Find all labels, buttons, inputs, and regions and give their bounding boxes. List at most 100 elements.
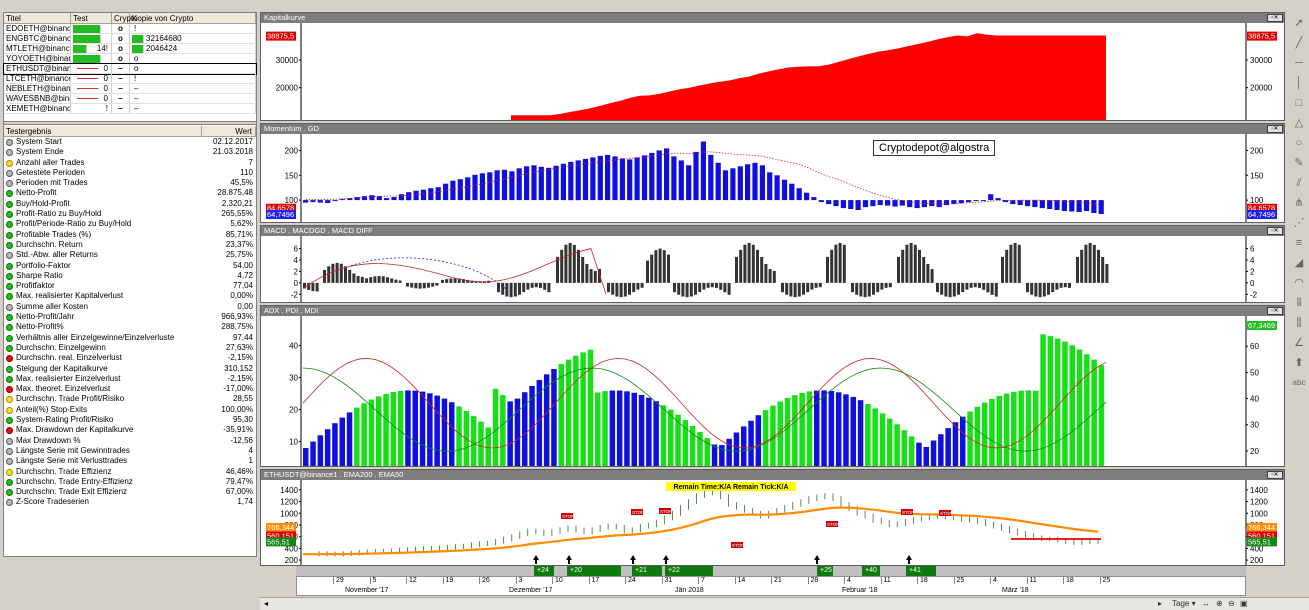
trade-segment[interactable]: +24	[534, 566, 554, 576]
pen-icon[interactable]: ✎	[1294, 157, 1304, 169]
result-row[interactable]: Max. Drawdown der Kapitalkurve -35,91%	[4, 425, 256, 435]
pane-macd[interactable]: MACD . MACDGD . MACD DIFF ▫✕ 6 4 2 0 -2 6 4 2 0 -2	[260, 225, 1285, 303]
trade-segment[interactable]: +22	[665, 566, 713, 576]
col-test[interactable]: Test	[71, 13, 112, 23]
result-row[interactable]: Std.-Abw. aller Returns 25,75%	[4, 250, 256, 260]
chart-icon[interactable]: ▣	[1240, 599, 1248, 608]
trade-segment[interactable]: +41	[906, 566, 936, 576]
symbol-row[interactable]: YOYOETH@binance oo	[4, 54, 256, 64]
fan-icon[interactable]: ⋰	[1293, 217, 1305, 229]
pane-equity[interactable]: Kapitalkurve ▫✕ 30000 20000 30000 20000 38875…	[260, 12, 1285, 121]
symbol-row[interactable]: ENGBTC@binance1 o 32164680	[4, 34, 256, 44]
trade-segment[interactable]: +25	[817, 566, 833, 576]
symbol-row[interactable]: WAVESBNB@binanc0––	[4, 94, 256, 104]
result-row[interactable]: Max Drawdown % -12,56	[4, 436, 256, 446]
result-row[interactable]: Längste Serie mit Verlusttrades 1	[4, 456, 256, 466]
result-row[interactable]: Netto-Profit 28.875,48	[4, 188, 256, 198]
pane-adx[interactable]: ADX . PDI . MDI ▫✕ 40 30 20 10 60 50 40 30 20 67,3…	[260, 305, 1285, 467]
result-row[interactable]: Summe aller Kosten 0,00	[4, 302, 256, 312]
col-crypto[interactable]: Crypto	[114, 13, 138, 23]
symbol-name[interactable]: EDOETH@binance1	[6, 24, 71, 33]
trendline-icon[interactable]: ╱	[1295, 37, 1303, 49]
panel-splitter[interactable]	[4, 121, 256, 125]
vertical-line-icon[interactable]: │	[1295, 77, 1303, 89]
result-row[interactable]: Buy/Hold-Profit 2.320,21	[4, 199, 256, 209]
result-row[interactable]: System-Rating Profit/Risiko 95,30	[4, 415, 256, 425]
symbol-name[interactable]: ETHUSDT@binance	[6, 64, 71, 73]
trade-segment[interactable]: +21	[632, 566, 662, 576]
result-row[interactable]: Durchschn. Trade Entry-Effizienz 79,47%	[4, 477, 256, 487]
result-row[interactable]: Max. theoret. Einzelverlust -17,00%	[4, 384, 256, 394]
symbol-name[interactable]: LTCETH@binance1	[6, 74, 71, 83]
result-row[interactable]: Netto-Profit% 288,75%	[4, 322, 256, 332]
result-row[interactable]: Max. realisierter Einzelverlust -2,15%	[4, 374, 256, 384]
result-row[interactable]: Profit-Ratio zu Buy/Hold 265,55%	[4, 209, 256, 219]
horizontal-line-icon[interactable]: ─	[1295, 57, 1303, 69]
result-row[interactable]: System Ende 21.03.2018	[4, 147, 256, 157]
result-row[interactable]: Netto-Profit/Jahr 966,93%	[4, 312, 256, 322]
result-row[interactable]: Sharpe Ratio 4,72	[4, 271, 256, 281]
result-row[interactable]: Anteil(%) Stop-Exits 100,00%	[4, 405, 256, 415]
cursor-icon[interactable]: ➚	[1294, 17, 1304, 29]
trade-segment[interactable]: +20	[567, 566, 621, 576]
result-row[interactable]: Durchschn. Einzelgewinn 27,63%	[4, 343, 256, 353]
result-row[interactable]: Durchschn. Trade Exit Effizienz 67,00%	[4, 487, 256, 497]
col-title[interactable]: Titel	[4, 13, 71, 23]
result-row[interactable]: Z-Score Tradeserien 1,74	[4, 497, 256, 507]
triangle-icon[interactable]: △	[1294, 117, 1304, 129]
symbol-name[interactable]: NEBLETH@binance	[6, 84, 71, 93]
col-kopie[interactable]: Kopie von Crypto	[130, 13, 256, 23]
col-testergebnis[interactable]: Testergebnis	[4, 126, 202, 136]
text-tool-icon[interactable]: abc	[1292, 378, 1306, 387]
channel-icon[interactable]: ⫽	[1296, 177, 1302, 189]
symbol-row[interactable]: MTLETH@binance1 14! o 2046424	[4, 44, 256, 54]
result-row[interactable]: Profitfaktor 77,04	[4, 281, 256, 291]
symbol-row[interactable]: ETHUSDT@binance 0–o	[3, 63, 257, 75]
symbol-row[interactable]: LTCETH@binance1 0–!	[4, 74, 256, 84]
gann-icon[interactable]: ◢	[1294, 257, 1304, 269]
result-row[interactable]: System Start 02.12.2017	[4, 137, 256, 147]
pane-close-button[interactable]: ▫✕	[1267, 125, 1283, 133]
result-row[interactable]: Durchschn. Trade Profit/Risiko 28,55	[4, 394, 256, 404]
pane-price[interactable]: ETHUSDT@binance1 . EMA200 . EMA50 ▫✕ Rema…	[260, 469, 1285, 566]
tage-dropdown[interactable]: Tage ▾	[1172, 599, 1196, 608]
result-row[interactable]: Getestete Perioden 110	[4, 168, 256, 178]
zoom-out-icon[interactable]: ⊖	[1228, 599, 1235, 608]
arrow-up-icon[interactable]: ⬆	[1294, 357, 1304, 369]
result-row[interactable]: Perioden mit Trades 45,5%	[4, 178, 256, 188]
result-row[interactable]: Profitable Trades (%) 85,71%	[4, 230, 256, 240]
result-row[interactable]: Durchschn. real. Einzelverlust -2,15%	[4, 353, 256, 363]
symbol-row[interactable]: XEMETH@binance1!––	[4, 104, 256, 114]
trade-segment[interactable]: +40	[862, 566, 880, 576]
pane-close-button[interactable]: ▫✕	[1267, 307, 1283, 315]
result-row[interactable]: Portfolio-Faktor 54,00	[4, 261, 256, 271]
circle-icon[interactable]: ○	[1295, 137, 1303, 149]
result-row[interactable]: Steigung der Kapitalkurve 310,152	[4, 364, 256, 374]
symbol-name[interactable]: XEMETH@binance1	[6, 104, 71, 113]
symbol-name[interactable]: WAVESBNB@binanc	[6, 94, 71, 103]
angle-icon[interactable]: ∠	[1294, 337, 1304, 349]
col-wert[interactable]: Wert	[202, 126, 256, 136]
fibonacci-icon[interactable]: ≡	[1295, 237, 1303, 249]
scroll-right-icon[interactable]: ▸	[1158, 599, 1163, 608]
symbol-name[interactable]: MTLETH@binance1	[6, 44, 71, 53]
pane-close-button[interactable]: ▫✕	[1267, 471, 1283, 479]
symbol-row[interactable]: NEBLETH@binance0––	[4, 84, 256, 94]
symbol-row[interactable]: EDOETH@binance1 o!	[4, 24, 256, 34]
result-row[interactable]: Profit/Periode-Ratio zu Buy/Hold 5,62%	[4, 219, 256, 229]
pan-icon[interactable]: ↔	[1202, 599, 1210, 608]
result-row[interactable]: Anzahl aller Trades 7	[4, 158, 256, 168]
result-row[interactable]: Durchschn. Trade Effizienz 46,46%	[4, 467, 256, 477]
result-row[interactable]: Max. realisierter Kapitalverlust 0,00%	[4, 291, 256, 301]
rectangle-icon[interactable]: □	[1295, 97, 1303, 109]
result-row[interactable]: Verhältnis aller Einzelgewinne/Einzelver…	[4, 333, 256, 343]
scroll-left-button[interactable]: ◂	[263, 599, 268, 608]
symbol-name[interactable]: YOYOETH@binance	[4, 54, 71, 63]
pane-momentum[interactable]: Momentum . GD ▫✕ 200 150 100 200 150 100 84,657…	[260, 123, 1285, 223]
time-zones-icon[interactable]: ⦀	[1296, 297, 1302, 309]
bottom-scrollbar[interactable]: ◂ ▸ Tage ▾ ↔ ⊕ ⊖ ▣	[260, 597, 1309, 610]
pitchfork-icon[interactable]: ⋔	[1294, 197, 1304, 209]
result-row[interactable]: Durchschn. Return 23,37%	[4, 240, 256, 250]
result-row[interactable]: Längste Serie mit Gewinntrades 4	[4, 446, 256, 456]
pane-close-button[interactable]: ▫✕	[1267, 14, 1283, 22]
